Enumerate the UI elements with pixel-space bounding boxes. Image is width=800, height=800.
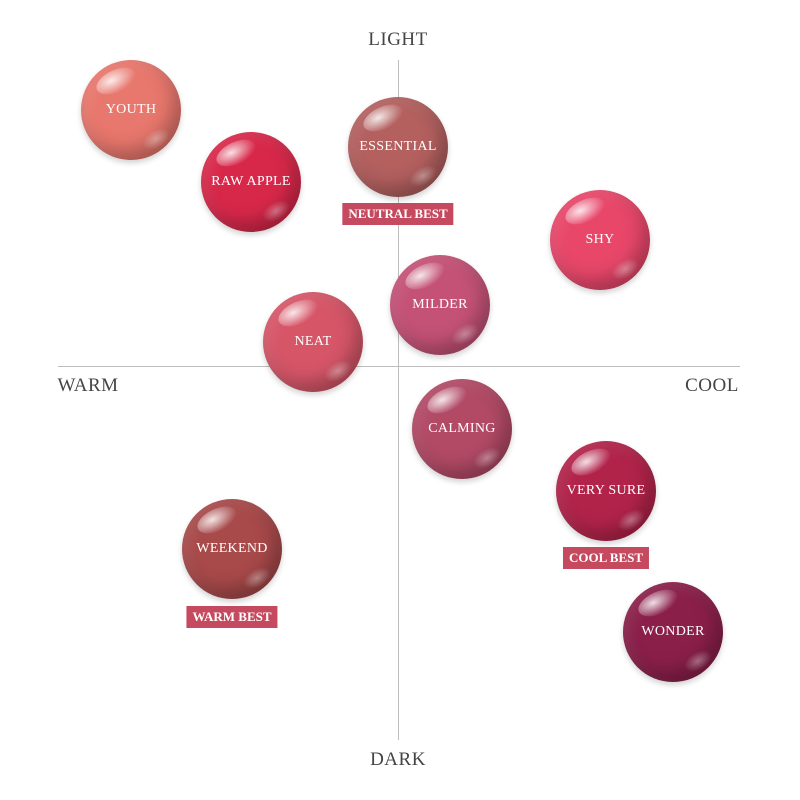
axis-label-cool: COOL <box>685 375 739 396</box>
gloss-reflection <box>469 442 505 474</box>
shade-name: WEEKEND <box>196 541 268 556</box>
axis-label-warm: WARM <box>57 375 119 396</box>
gloss-highlight <box>359 99 407 137</box>
shade-swatch-weekend[interactable]: WEEKEND <box>182 499 282 599</box>
gloss-reflection <box>239 562 275 594</box>
shade-swatch-milder[interactable]: MILDER <box>390 255 490 355</box>
shade-name: RAW APPLE <box>211 174 291 189</box>
gloss-highlight <box>212 134 260 172</box>
shade-swatch-essential[interactable]: ESSENTIAL <box>348 97 448 197</box>
axis-label-light: LIGHT <box>368 29 428 50</box>
gloss-reflection <box>258 195 294 227</box>
gloss-reflection <box>405 160 441 192</box>
gloss-reflection <box>138 123 174 155</box>
gloss-highlight <box>561 192 609 230</box>
shade-swatch-wonder[interactable]: WONDER <box>623 582 723 682</box>
gloss-highlight <box>92 62 140 100</box>
warm-cool-axis <box>58 366 740 367</box>
light-dark-axis <box>398 60 399 740</box>
cool-best-badge: COOL BEST <box>562 547 650 569</box>
shade-name: ESSENTIAL <box>359 139 437 154</box>
shade-swatch-shy[interactable]: SHY <box>550 190 650 290</box>
shade-swatch-neat[interactable]: NEAT <box>263 292 363 392</box>
gloss-highlight <box>567 443 615 481</box>
gloss-reflection <box>320 355 356 387</box>
gloss-highlight <box>193 501 241 539</box>
shade-name: VERY SURE <box>566 483 646 498</box>
shade-swatch-calming[interactable]: CALMING <box>412 379 512 479</box>
shade-name: SHY <box>585 232 615 247</box>
shade-name: WONDER <box>641 624 705 639</box>
axis-label-dark: DARK <box>370 749 426 770</box>
gloss-highlight <box>401 257 449 295</box>
shade-swatch-youth[interactable]: YOUTH <box>81 60 181 160</box>
warm-best-badge: WARM BEST <box>186 606 278 628</box>
gloss-reflection <box>607 253 643 285</box>
gloss-reflection <box>447 318 483 350</box>
shade-name: YOUTH <box>105 102 157 117</box>
shade-swatch-raw-apple[interactable]: RAW APPLE <box>201 132 301 232</box>
gloss-highlight <box>274 294 322 332</box>
gloss-reflection <box>680 645 716 677</box>
gloss-reflection <box>613 504 649 536</box>
gloss-highlight <box>423 381 471 419</box>
shade-name: NEAT <box>294 334 332 349</box>
shade-name: CALMING <box>428 421 496 436</box>
gloss-highlight <box>634 584 682 622</box>
shade-name: MILDER <box>412 297 468 312</box>
neutral-best-badge: NEUTRAL BEST <box>342 203 454 225</box>
shade-swatch-very-sure[interactable]: VERY SURE <box>556 441 656 541</box>
